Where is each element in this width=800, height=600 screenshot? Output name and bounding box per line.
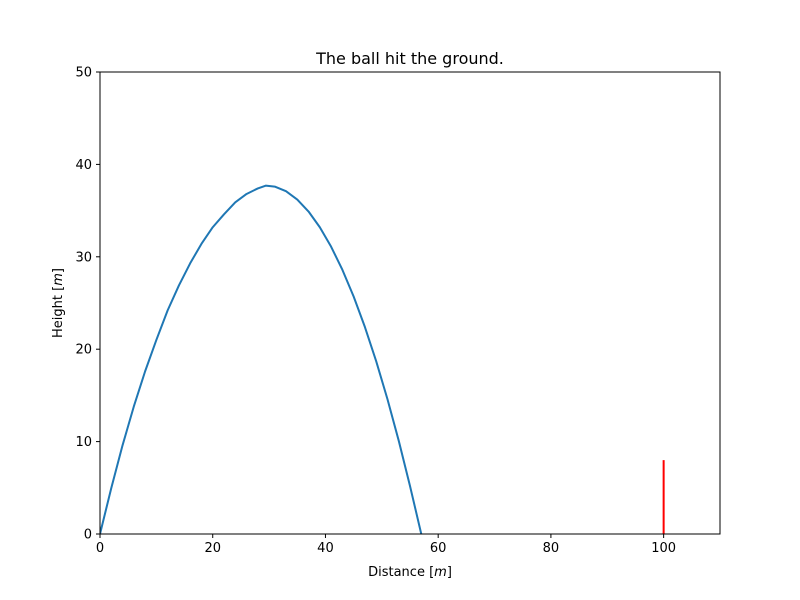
axes-frame bbox=[99, 71, 721, 535]
y-tick-label: 30 bbox=[75, 250, 92, 265]
x-axis-label: Distance [m] bbox=[368, 565, 452, 580]
x-tick-label: 40 bbox=[317, 541, 334, 556]
chart-title: The ball hit the ground. bbox=[315, 49, 504, 68]
plot-area bbox=[100, 184, 665, 534]
trajectory-line-0 bbox=[100, 184, 423, 534]
x-tick-label: 100 bbox=[651, 541, 676, 556]
y-tick-label: 50 bbox=[75, 66, 92, 81]
y-axis-label: Height [m] bbox=[51, 268, 66, 338]
y-tick-label: 20 bbox=[75, 343, 92, 358]
x-tick-label: 60 bbox=[430, 541, 447, 556]
y-tick-label: 40 bbox=[75, 158, 92, 173]
y-tick-label: 0 bbox=[84, 528, 92, 543]
axes: 0 20 40 60 80 100 0 10 20 30 40 50 bbox=[75, 66, 721, 556]
x-tick-label: 0 bbox=[96, 541, 104, 556]
x-tick-label: 20 bbox=[204, 541, 221, 556]
y-tick-label: 10 bbox=[75, 435, 92, 450]
x-tick-label: 80 bbox=[543, 541, 560, 556]
